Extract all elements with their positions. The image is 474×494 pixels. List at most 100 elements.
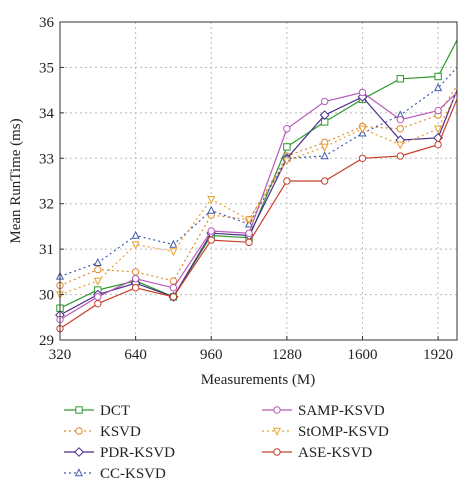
legend-label: DCT: [100, 403, 130, 419]
data-point: [207, 227, 215, 235]
data-point: [396, 75, 404, 83]
data-point: [283, 177, 291, 185]
series-line: [59, 89, 458, 316]
x-tick-label: 960: [200, 347, 223, 363]
legend-label: ASE-KSVD: [298, 445, 372, 461]
data-point: [320, 151, 329, 160]
series-stomp-ksvd: [55, 92, 458, 300]
x-axis-label: Measurements (M): [201, 372, 316, 388]
data-point: [358, 88, 367, 97]
data-point: [207, 205, 216, 214]
legend-marker: [74, 447, 84, 457]
grid: [60, 22, 457, 340]
y-tick-label: 34: [39, 106, 55, 122]
data-point: [93, 257, 102, 266]
data-point: [320, 143, 329, 152]
data-point: [245, 229, 253, 237]
data-point: [434, 125, 443, 134]
data-point: [245, 238, 253, 247]
x-tick-label: 1280: [272, 347, 302, 363]
data-point: [396, 152, 404, 160]
data-point: [434, 106, 442, 115]
y-tick-label: 30: [39, 288, 54, 304]
legend-marker: [272, 427, 282, 436]
data-point: [131, 230, 140, 239]
data-point: [319, 110, 330, 121]
data-point: [396, 115, 404, 124]
legend-item: ASE-KSVD: [262, 445, 372, 461]
legend-item: CC-KSVD: [64, 466, 166, 482]
data-point: [320, 177, 329, 185]
data-point: [358, 125, 367, 134]
series-layer: [55, 39, 458, 333]
y-tick-label: 29: [39, 333, 54, 349]
legend-label: PDR-KSVD: [100, 445, 175, 461]
legend-item: StOMP-KSVD: [262, 424, 389, 440]
legend-marker: [273, 406, 281, 414]
data-point: [358, 154, 367, 162]
y-axis-label: Mean RunTime (ms): [8, 118, 24, 243]
series-ksvd: [56, 85, 458, 290]
data-point: [169, 248, 178, 257]
series-samp-ksvd: [56, 88, 458, 324]
legend-marker: [273, 448, 281, 456]
series-line: [59, 66, 458, 277]
x-tick-label: 320: [49, 347, 72, 363]
data-point: [283, 125, 291, 133]
data-point: [131, 268, 140, 276]
series-line: [59, 91, 458, 321]
tick-layer: 29 30 31 32 33 34 35 36 320 640 960 1280 1600 1920: [39, 15, 453, 363]
data-point: [94, 265, 102, 274]
x-tick-label: 640: [124, 347, 147, 363]
data-point: [169, 239, 178, 248]
y-tick-label: 31: [39, 242, 54, 258]
data-point: [434, 83, 443, 92]
series-line: [59, 85, 458, 287]
series-pdr-ksvd: [55, 89, 458, 320]
legend: DCT KSVD PDR-KSVD CC-KSVD SAMP-KSVD StOMP-KSV…: [64, 403, 389, 482]
data-point: [320, 97, 329, 106]
legend-marker: [75, 406, 83, 414]
data-point: [93, 277, 102, 286]
legend-item: PDR-KSVD: [64, 445, 175, 461]
legend-label: SAMP-KSVD: [298, 403, 385, 419]
data-point: [94, 299, 102, 308]
data-point: [207, 236, 215, 244]
legend-marker: [74, 468, 84, 477]
data-point: [434, 72, 442, 81]
y-tick-label: 35: [39, 60, 54, 76]
legend-item: DCT: [64, 403, 130, 419]
legend-label: CC-KSVD: [100, 466, 166, 482]
data-point: [169, 277, 178, 285]
series-line: [59, 98, 458, 330]
data-point: [282, 157, 291, 166]
data-point: [434, 140, 442, 149]
legend-label: StOMP-KSVD: [298, 424, 389, 440]
legend-item: SAMP-KSVD: [262, 403, 385, 419]
legend-item: KSVD: [64, 424, 141, 440]
data-point: [245, 216, 254, 225]
data-point: [207, 195, 216, 204]
series-ase-ksvd: [56, 98, 458, 333]
series-line: [59, 39, 458, 309]
series-cc-ksvd: [55, 66, 458, 280]
data-point: [131, 274, 140, 283]
data-point: [396, 141, 405, 150]
data-point: [396, 125, 404, 133]
data-point: [283, 143, 291, 151]
data-point: [94, 293, 102, 301]
y-tick-label: 33: [39, 151, 54, 167]
y-tick-label: 32: [39, 197, 54, 213]
data-point: [169, 293, 178, 301]
data-point: [131, 241, 140, 250]
data-point: [169, 284, 178, 292]
series-line: [59, 92, 458, 296]
data-point: [131, 284, 140, 292]
plot-frame: [59, 21, 458, 341]
legend-label: KSVD: [100, 424, 141, 440]
y-tick-label: 36: [39, 15, 55, 31]
legend-marker: [75, 427, 83, 435]
x-tick-label: 1920: [423, 347, 453, 363]
x-tick-label: 1600: [347, 347, 377, 363]
